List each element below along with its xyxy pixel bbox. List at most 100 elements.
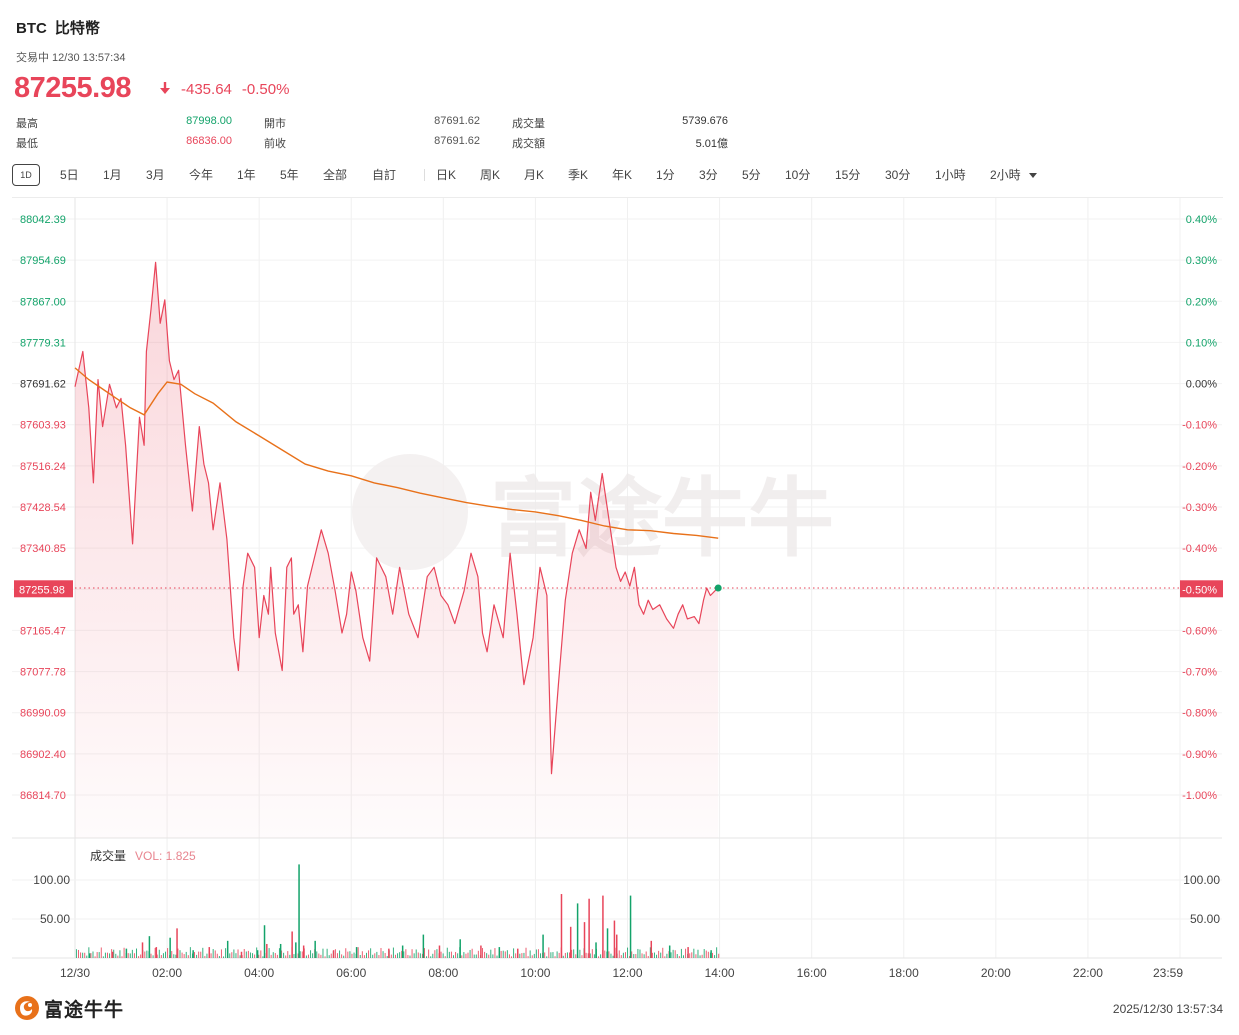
y-tick-label: 87603.93 xyxy=(20,420,66,432)
volume-bar xyxy=(154,947,156,958)
tab-10min[interactable]: 10分 xyxy=(785,168,811,182)
volume-bar xyxy=(88,947,90,958)
volume-bar xyxy=(419,953,421,958)
volume-bar xyxy=(670,952,672,958)
volume-bar xyxy=(438,945,441,958)
volume-bar xyxy=(569,926,572,958)
volume-bar xyxy=(173,954,175,958)
volume-bar xyxy=(357,947,359,958)
volume-bar xyxy=(266,943,268,958)
tab-5min[interactable]: 5分 xyxy=(742,168,761,182)
volume-bar xyxy=(82,952,84,958)
volume-bar xyxy=(129,953,131,958)
futu-logo-icon xyxy=(15,996,39,1020)
tab-1min[interactable]: 1分 xyxy=(656,168,675,182)
volume-bar xyxy=(457,953,459,958)
caret-down-icon xyxy=(1028,173,1037,179)
tab-week-k[interactable]: 周K xyxy=(480,168,501,182)
volume-bar xyxy=(465,953,467,958)
tab-5d[interactable]: 5日 xyxy=(60,168,79,182)
toolbar-divider-line xyxy=(12,197,1223,198)
volume-bar xyxy=(278,948,280,958)
volume-bar xyxy=(175,954,177,958)
volume-bar xyxy=(380,947,382,958)
volume-bar xyxy=(598,956,600,958)
volume-bar xyxy=(339,950,341,958)
tab-year-k[interactable]: 年K xyxy=(612,168,633,182)
tab-all[interactable]: 全部 xyxy=(323,168,348,182)
y-tick-percent-label: -0.10% xyxy=(1182,420,1217,432)
volume-bar xyxy=(376,951,378,958)
volume-bar xyxy=(643,954,645,958)
volume-bar xyxy=(256,950,259,958)
volume-bar xyxy=(450,951,452,958)
tab-30min[interactable]: 30分 xyxy=(885,168,911,182)
volume-bar xyxy=(515,953,517,958)
tab-month-k[interactable]: 月K xyxy=(524,168,545,182)
tab-1hour[interactable]: 1小時 xyxy=(935,168,966,182)
volume-bar xyxy=(446,947,448,958)
price-area-fill xyxy=(75,262,719,838)
tab-3m[interactable]: 3月 xyxy=(146,168,165,182)
volume-bar xyxy=(231,952,233,958)
x-tick-label: 12:00 xyxy=(612,966,642,980)
volume-bar xyxy=(113,949,115,958)
volume-bar xyxy=(347,951,349,958)
volume-bar xyxy=(714,955,716,958)
symbol-label: BTC xyxy=(16,20,47,37)
volume-bar xyxy=(123,947,125,958)
tab-day-k[interactable]: 日K xyxy=(436,168,457,182)
volume-bar xyxy=(535,949,537,958)
tab-2hour-label: 2小時 xyxy=(990,168,1021,182)
volume-bars xyxy=(75,864,720,958)
volume-bar xyxy=(455,951,457,958)
volume-bar xyxy=(440,951,442,958)
price-change: -435.64 -0.50% xyxy=(181,81,289,98)
volume-bar xyxy=(513,948,515,958)
volume-bar xyxy=(699,955,701,958)
volume-bar xyxy=(604,950,606,958)
volume-bar xyxy=(620,955,622,958)
volume-bar xyxy=(407,954,409,958)
tab-5y[interactable]: 5年 xyxy=(280,168,299,182)
volume-bar xyxy=(399,952,401,958)
volume-bar xyxy=(488,954,490,958)
volume-bar xyxy=(171,951,173,958)
volume-bar xyxy=(148,936,151,958)
tab-1d[interactable]: 1D xyxy=(12,164,40,186)
tab-1m[interactable]: 1月 xyxy=(103,168,122,182)
y-tick-percent-label: 0.20% xyxy=(1186,296,1217,308)
volume-bar xyxy=(330,953,332,958)
volume-bar xyxy=(519,953,521,958)
volume-bar xyxy=(477,950,479,958)
volume-bar xyxy=(216,953,218,958)
volume-indicator: VOL: 1.825 xyxy=(135,849,196,863)
tab-quarter-k[interactable]: 季K xyxy=(568,168,589,182)
volume-bar xyxy=(281,950,283,958)
tab-custom[interactable]: 自訂 xyxy=(372,168,397,182)
y-tick-percent-label: -0.60% xyxy=(1182,625,1217,637)
y-tick-percent-label: -0.80% xyxy=(1182,708,1217,720)
tab-15min[interactable]: 15分 xyxy=(835,168,861,182)
tab-ytd[interactable]: 今年 xyxy=(189,168,214,182)
volume-bar xyxy=(320,954,322,958)
volume-bar xyxy=(370,948,372,958)
volume-bar xyxy=(703,949,705,958)
y-tick-percent-label: -0.20% xyxy=(1182,461,1217,473)
vol-tick-label: 100.00 xyxy=(33,873,70,887)
current-pct-tag xyxy=(1180,580,1223,598)
volume-bar xyxy=(521,953,523,958)
volume-bar xyxy=(473,954,475,958)
volume-bar xyxy=(247,950,249,958)
tab-3min[interactable]: 3分 xyxy=(699,168,718,182)
current-price-tag xyxy=(14,580,73,598)
volume-bar xyxy=(328,955,330,958)
volume-bar xyxy=(374,953,376,958)
volume-bar xyxy=(210,953,212,958)
tab-2hour[interactable]: 2小時 xyxy=(990,163,1037,187)
volume-bar xyxy=(326,948,328,958)
x-tick-label: 18:00 xyxy=(889,966,919,980)
volume-bar xyxy=(365,952,367,958)
tab-1y[interactable]: 1年 xyxy=(237,168,256,182)
